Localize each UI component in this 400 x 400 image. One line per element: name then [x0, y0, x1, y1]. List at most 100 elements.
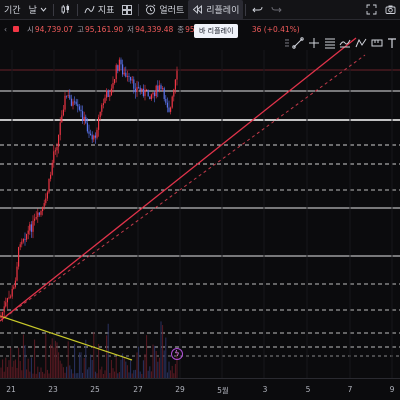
cross-icon[interactable] — [308, 37, 320, 49]
candle-body — [29, 224, 30, 230]
candle-body — [106, 90, 107, 97]
candle-body — [156, 86, 157, 96]
volume-bar — [66, 367, 67, 378]
candle-body — [108, 90, 109, 97]
candle-body — [28, 231, 29, 234]
candle-body — [132, 79, 133, 80]
fullscreen-button[interactable] — [362, 0, 381, 20]
volume-bar — [125, 362, 126, 378]
redo-button[interactable] — [267, 0, 286, 20]
volume-bar — [45, 334, 46, 378]
candle-body — [24, 239, 25, 240]
replay-button[interactable]: 리플레이 — [188, 0, 243, 20]
toolbar-divider — [245, 4, 246, 16]
volume-bar — [55, 341, 56, 378]
volume-bar — [137, 352, 138, 378]
volume-bar — [31, 357, 32, 378]
volume-bar — [13, 361, 14, 378]
time-tick-label: 29 — [175, 385, 185, 394]
candle-body — [176, 71, 177, 80]
volume-bars — [1, 321, 178, 378]
chevron-left-icon[interactable]: ‹ — [4, 25, 7, 34]
candle-body — [138, 87, 139, 88]
volume-bar — [149, 366, 150, 378]
trendline-icon[interactable] — [292, 37, 304, 49]
volume-bar — [23, 335, 24, 378]
candle-body — [72, 102, 73, 106]
volume-bar — [69, 365, 70, 378]
volume-bar — [154, 346, 155, 378]
candle-body — [157, 86, 158, 91]
candle-body — [66, 96, 67, 97]
candle-body — [64, 96, 65, 110]
candlesticks[interactable] — [0, 57, 177, 321]
trendline-dashed — [0, 55, 365, 321]
volume-bar — [5, 358, 6, 378]
volume-bar — [89, 367, 90, 378]
vertical-gridlines — [12, 50, 392, 378]
alarm-icon — [145, 4, 156, 15]
chart-type-button[interactable] — [56, 0, 75, 20]
volume-bar — [41, 368, 42, 378]
alert-button[interactable]: 얼러트 — [141, 0, 188, 20]
time-tick-label: 5 — [306, 385, 311, 394]
volume-bar — [165, 338, 166, 378]
replay-icon — [192, 4, 203, 15]
undo-button[interactable] — [248, 0, 267, 20]
volume-bar — [81, 352, 82, 378]
drag-handle-icon[interactable] — [285, 38, 289, 48]
volume-bar — [2, 359, 3, 378]
candle-body — [117, 65, 118, 71]
candle-body — [80, 110, 81, 111]
candle-body — [37, 213, 38, 217]
volume-bar — [153, 345, 154, 378]
volume-bar — [145, 354, 146, 378]
low-value: 94,339.48 — [135, 25, 173, 34]
volume-bar — [130, 360, 131, 378]
lightning-icon[interactable]: ϟ — [171, 348, 183, 360]
text-icon[interactable] — [386, 37, 398, 49]
horizontal-levels[interactable] — [0, 70, 400, 356]
volume-bar — [1, 368, 2, 378]
time-axis[interactable]: 21 23 25 27 29 5월 3 5 7 9 — [0, 378, 400, 400]
candle-body — [151, 94, 152, 99]
candle-body — [90, 134, 91, 135]
candle-body — [141, 89, 142, 91]
candle-body — [116, 65, 117, 79]
time-tick-label: 25 — [90, 385, 100, 394]
volume-bar — [172, 366, 173, 378]
period-selector[interactable]: 날 — [25, 0, 51, 20]
volume-bar — [63, 367, 64, 378]
candle-body — [52, 163, 53, 175]
volume-bar — [143, 360, 144, 378]
volume-bar — [111, 360, 112, 378]
candle-body — [39, 213, 40, 215]
volume-bar — [20, 361, 21, 378]
time-tick-label: 5월 — [217, 385, 229, 396]
indicators-button[interactable]: 지표 — [80, 0, 119, 20]
layout-button[interactable] — [118, 0, 136, 20]
volume-bar — [57, 342, 58, 378]
volume-bar — [170, 370, 171, 378]
volume-bar — [113, 368, 114, 378]
candle-body — [112, 83, 113, 89]
fib-icon[interactable] — [324, 37, 336, 49]
brush-icon[interactable] — [339, 37, 351, 49]
candle-body — [36, 217, 37, 219]
interval-selector[interactable]: 기간 — [0, 0, 25, 20]
volume-bar — [7, 367, 8, 378]
volume-bar — [161, 321, 162, 378]
measure-icon[interactable] — [371, 37, 383, 49]
screenshot-button[interactable] — [381, 0, 400, 20]
volume-bar — [93, 332, 94, 378]
candle-body — [93, 136, 94, 140]
volume-bar — [28, 359, 29, 378]
volume-bar — [47, 370, 48, 378]
candle-body — [60, 122, 61, 134]
volume-bar — [18, 348, 19, 378]
toolbar-divider — [77, 4, 78, 16]
trendlines[interactable] — [0, 38, 365, 360]
pattern-icon[interactable] — [355, 37, 367, 49]
candle-body — [69, 95, 70, 99]
